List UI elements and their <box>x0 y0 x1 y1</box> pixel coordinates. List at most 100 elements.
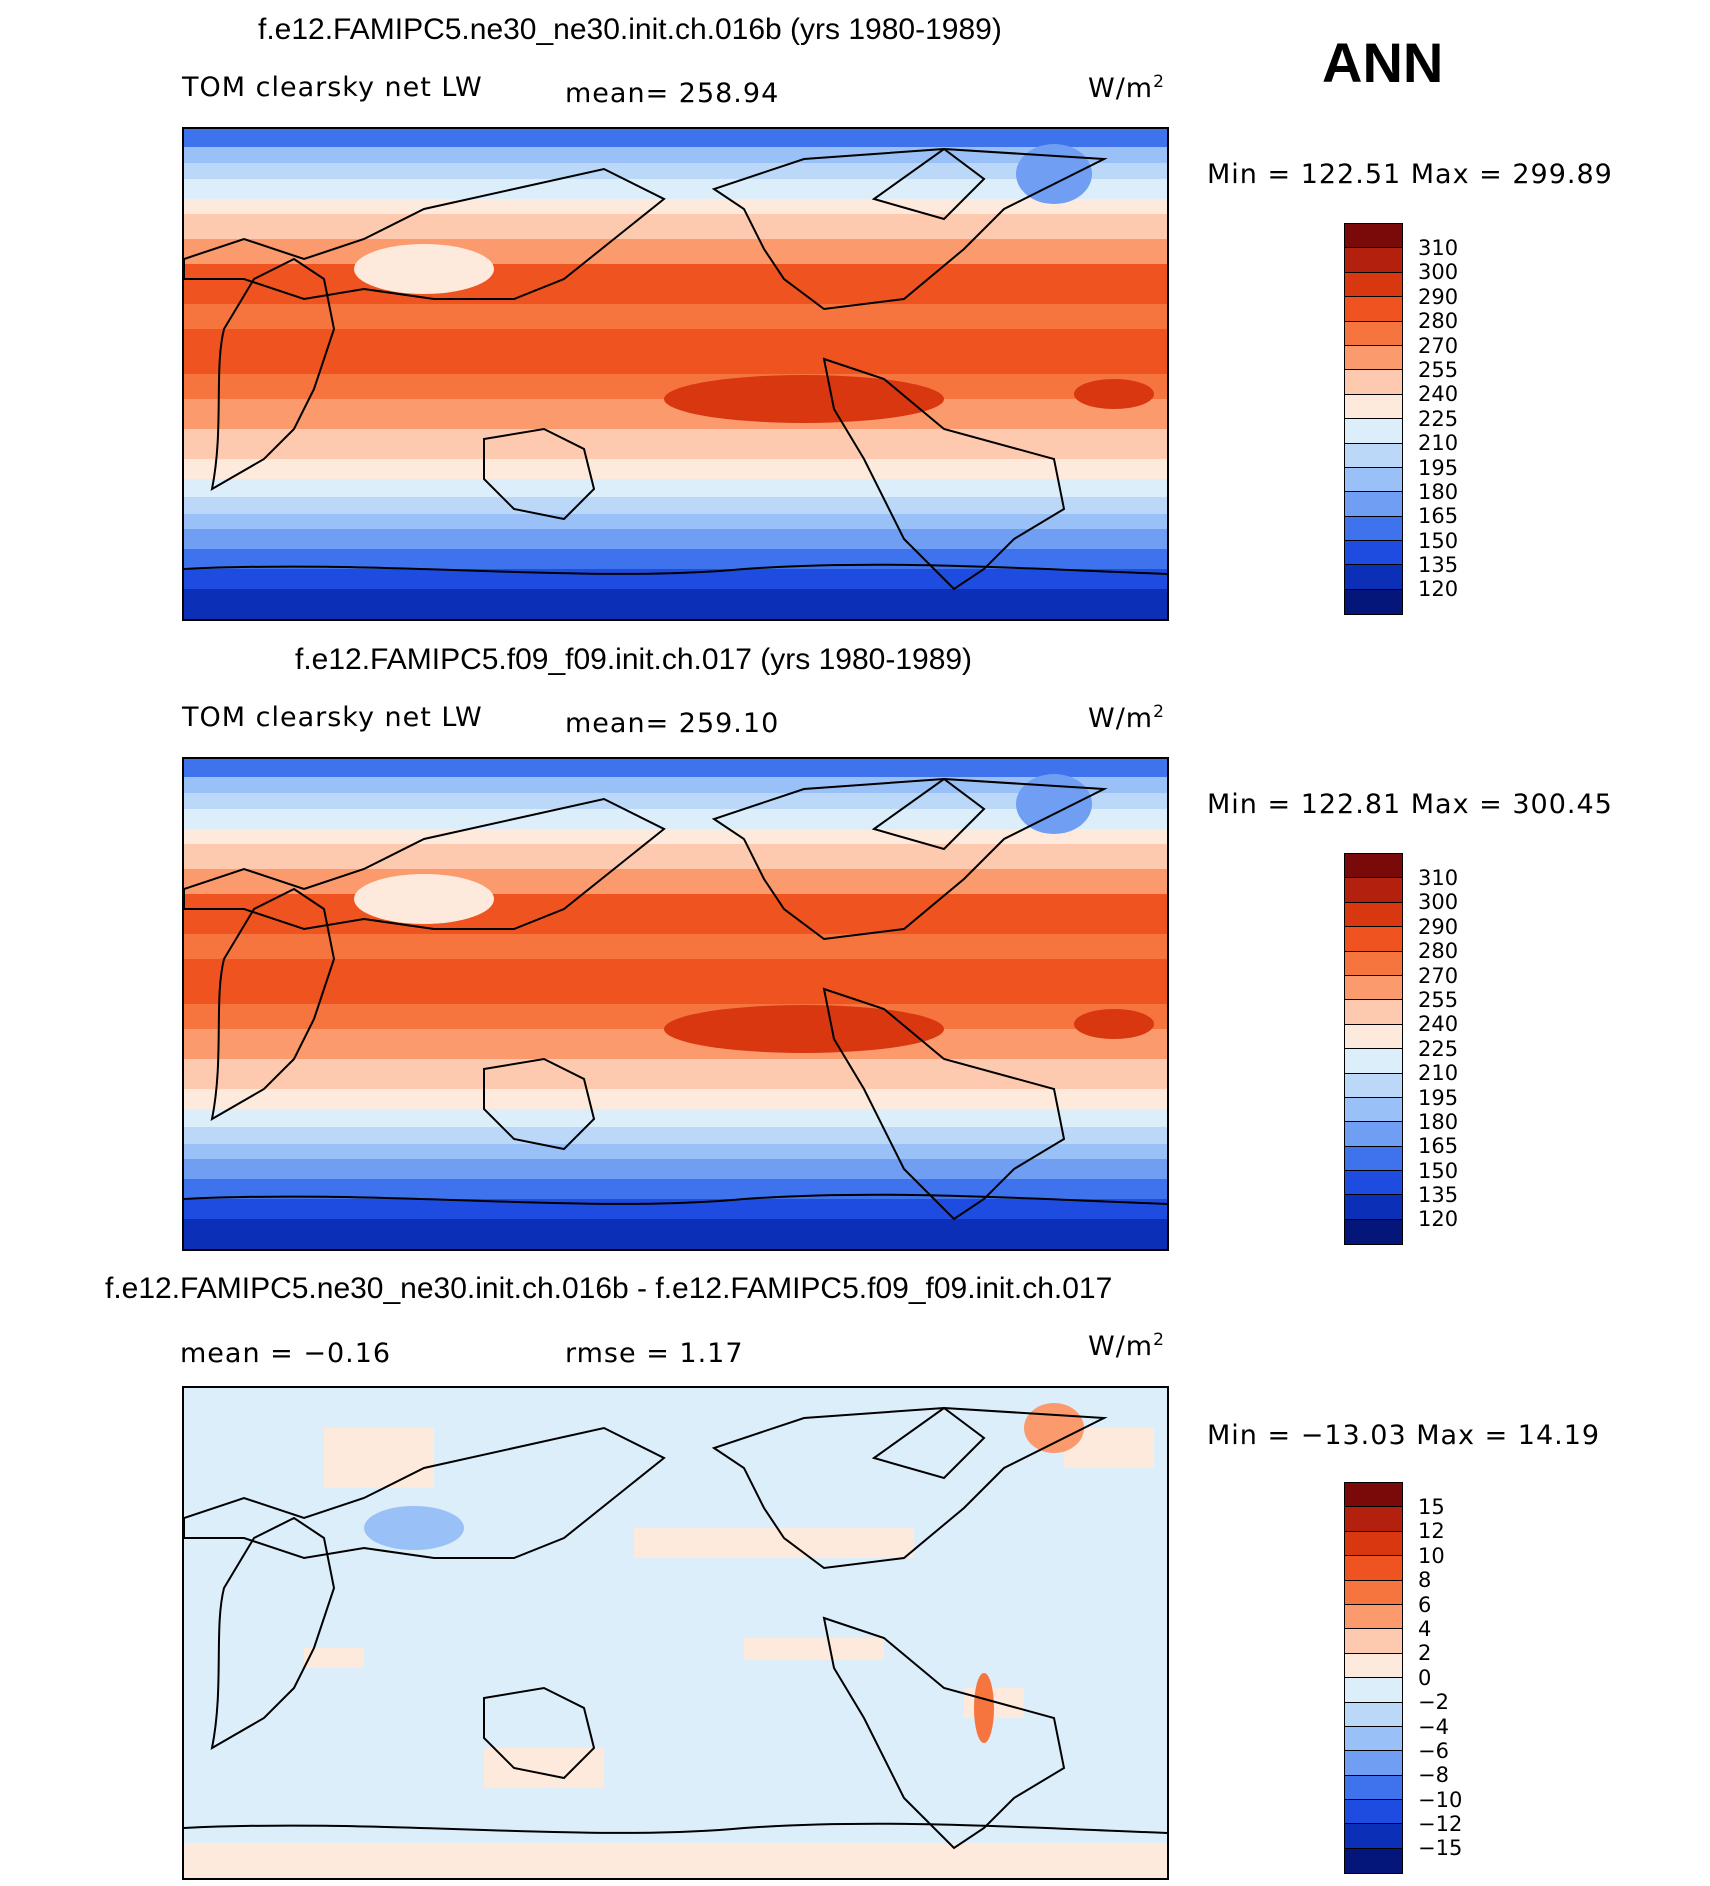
colorbar-swatch <box>1345 951 1402 976</box>
variable-label: TOM clearsky net LW <box>182 72 483 103</box>
temperature-band <box>184 809 1167 829</box>
eurasia-coastline <box>184 167 666 301</box>
colorbar-tick-label: 255 <box>1418 987 1459 1012</box>
positive-difference-region <box>304 1648 364 1668</box>
warm-pool-region <box>1074 379 1154 409</box>
temperature-band <box>184 304 1167 329</box>
colorbar-swatch <box>1345 1726 1402 1752</box>
colorbar-swatch <box>1345 541 1402 566</box>
colorbar-swatch <box>1345 1702 1402 1727</box>
temperature-band <box>184 147 1167 163</box>
colorbar-swatch <box>1345 1122 1402 1147</box>
colorbar-tick-label: 150 <box>1418 1158 1459 1183</box>
colorbar-tick-label: −8 <box>1418 1763 1449 1788</box>
andes-difference-region <box>974 1673 994 1743</box>
colorbar-swatch <box>1345 1507 1402 1532</box>
min-max-label: Min = −13.03 Max = 14.19 <box>1207 1420 1601 1451</box>
colorbar-swatch <box>1345 492 1402 517</box>
temperature-band <box>184 264 1167 304</box>
australia-coastline <box>483 1686 596 1780</box>
colorbar-swatch <box>1345 443 1402 468</box>
antarctica-coastline <box>184 563 1167 575</box>
colorbar-tick-label: 135 <box>1418 553 1459 578</box>
australia-coastline <box>483 1057 596 1151</box>
colorbar-tick-label: 120 <box>1418 1207 1459 1232</box>
tibet-plateau-region <box>354 874 494 924</box>
colorbar-labels: 310 300 290 280 270 255 240 225 210 195 180 165 150 1… <box>1418 236 1458 602</box>
temperature-band <box>184 844 1167 869</box>
colorbar-tick-label: 195 <box>1418 1085 1459 1110</box>
colorbar-swatch <box>1345 321 1402 346</box>
colorbar-swatch <box>1345 1824 1402 1849</box>
colorbar-tick-label: −10 <box>1418 1787 1463 1812</box>
colorbar-swatch <box>1345 370 1402 395</box>
temperature-band <box>184 163 1167 179</box>
unit-label: W/m2 <box>1088 702 1165 734</box>
temperature-band <box>184 959 1167 1004</box>
colorbar-swatch <box>1345 1800 1402 1825</box>
colorbar-swatch <box>1345 1604 1402 1630</box>
colorbar-swatch <box>1345 1629 1402 1654</box>
colorbar-tick-label: 310 <box>1418 236 1459 260</box>
temperature-band <box>184 1144 1167 1159</box>
temperature-band <box>184 459 1167 479</box>
min-max-label: Min = 122.81 Max = 300.45 <box>1207 789 1613 820</box>
colorbar-swatch <box>1345 1171 1402 1196</box>
warm-pool-region <box>664 1005 944 1053</box>
colorbar-swatch <box>1345 1073 1402 1098</box>
unit-label: W/m2 <box>1088 1330 1165 1362</box>
colorbar-tick-label: 270 <box>1418 963 1459 988</box>
positive-difference-region <box>964 1688 1024 1718</box>
colorbar-tick-label: −12 <box>1418 1812 1463 1837</box>
colorbar-tick-label: 210 <box>1418 1061 1459 1086</box>
south-america-coastline <box>822 1616 1066 1850</box>
colorbar-swatch <box>1345 1219 1402 1245</box>
colorbar-tick-label: 300 <box>1418 890 1459 915</box>
panel-title: f.e12.FAMIPC5.ne30_ne30.init.ch.016b - f… <box>105 1272 1113 1305</box>
colorbar-tick-label: 280 <box>1418 939 1459 964</box>
mean-label: mean= 258.94 <box>565 78 780 109</box>
africa-coastline <box>210 887 336 1121</box>
colorbar-swatch <box>1345 1751 1402 1776</box>
colorbar-swatch <box>1345 1146 1402 1172</box>
variable-label: TOM clearsky net LW <box>182 702 483 733</box>
positive-difference-region <box>324 1428 434 1488</box>
rmse-label: rmse = 1.17 <box>565 1338 744 1369</box>
colorbar-tick-label: 0 <box>1418 1665 1432 1690</box>
colorbar-tick-label: 180 <box>1418 1109 1459 1134</box>
antarctica-coastline <box>184 1822 1167 1834</box>
colorbar-swatch <box>1345 1531 1402 1557</box>
warm-pool-region <box>1074 1009 1154 1039</box>
temperature-band <box>184 479 1167 497</box>
colorbar-tick-label: −2 <box>1418 1690 1449 1715</box>
colorbar-tick-label: 165 <box>1418 1134 1459 1159</box>
temperature-band <box>184 1179 1167 1199</box>
temperature-band <box>184 129 1167 147</box>
colorbar-tick-label: −15 <box>1418 1836 1463 1861</box>
diff-mean-label: mean = −0.16 <box>180 1338 392 1369</box>
colorbar-tick-label: 240 <box>1418 382 1459 407</box>
colorbar-tick-label: −6 <box>1418 1738 1449 1763</box>
positive-difference-region <box>744 1638 884 1660</box>
map-panel-2 <box>182 757 1169 1251</box>
colorbar-tick-label: 15 <box>1418 1495 1445 1519</box>
colorbar <box>1344 1482 1403 1875</box>
colorbar-tick-label: 290 <box>1418 284 1459 309</box>
greenland-region <box>1016 144 1092 204</box>
unit-label: W/m2 <box>1088 72 1165 104</box>
colorbar-tick-label: 180 <box>1418 479 1459 504</box>
colorbar-swatch <box>1345 975 1402 1001</box>
positive-difference-region <box>634 1528 914 1558</box>
antarctica-coastline <box>184 1193 1167 1205</box>
colorbar-tick-label: 240 <box>1418 1012 1459 1037</box>
colorbar-tick-label: 270 <box>1418 333 1459 358</box>
colorbar-tick-label: 12 <box>1418 1519 1445 1544</box>
colorbar <box>1344 853 1403 1246</box>
greenland-region <box>1016 774 1092 834</box>
colorbar-swatch <box>1345 419 1402 444</box>
africa-coastline <box>210 1516 336 1750</box>
temperature-band <box>184 1199 1167 1219</box>
temperature-band <box>184 569 1167 589</box>
colorbar-tick-label: 6 <box>1418 1592 1432 1617</box>
colorbar-tick-label: 280 <box>1418 309 1459 334</box>
